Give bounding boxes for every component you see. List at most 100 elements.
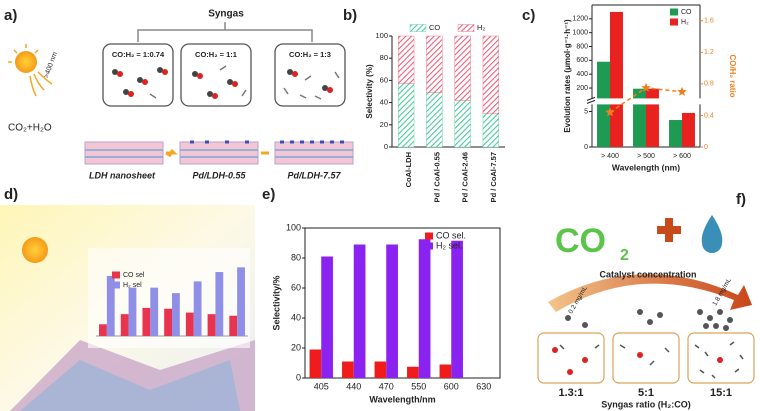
bar-segment	[426, 35, 443, 93]
y-tick-label: 40	[291, 312, 301, 322]
bar	[353, 244, 366, 378]
y-tick-label: 800	[576, 43, 588, 50]
panel-label: e)	[262, 186, 275, 203]
y-tick-label: 80	[291, 252, 301, 262]
bar	[215, 272, 224, 336]
bar	[185, 312, 194, 336]
bar-segment	[398, 35, 415, 84]
bar	[374, 361, 387, 378]
bar	[610, 11, 623, 147]
x-tick-label: 440	[346, 381, 361, 391]
y-tick-label: 80	[380, 53, 388, 62]
bar-segment	[398, 83, 415, 148]
material: LDH nanosheet	[89, 170, 156, 180]
y-tick-label: 20	[380, 120, 388, 129]
y-tick-label: 20	[291, 342, 301, 352]
bar	[418, 239, 431, 378]
bar-segment	[482, 35, 499, 114]
bar	[321, 256, 333, 378]
bar	[646, 88, 659, 147]
product-ratio: 15:1	[710, 387, 732, 399]
co2-sub: 2	[620, 247, 629, 264]
y-tick-label: 5	[584, 108, 588, 115]
sun	[15, 51, 37, 73]
catalyst-surface	[20, 360, 240, 411]
arrow-label: Catalyst concentration	[599, 269, 696, 279]
legend-label: H₂ sel.	[436, 240, 463, 250]
panel-label: f)	[736, 191, 746, 208]
x-axis-label: Wavelength (nm)	[612, 162, 680, 172]
bar	[193, 281, 202, 336]
y2-tick-label: 0.8	[704, 81, 714, 88]
material: Pd/LDH-0.55	[192, 170, 246, 180]
plus	[657, 218, 681, 242]
sun-rays	[8, 44, 53, 97]
product-ratio: 1.3:1	[558, 387, 583, 399]
x-tick-label: 600	[444, 381, 459, 391]
ratio-marker	[677, 86, 687, 96]
ratio-marker	[641, 82, 651, 92]
legend-swatch	[425, 232, 433, 240]
x-tick-label: CoAl-LDH	[404, 152, 413, 187]
y-tick-label: 60	[380, 75, 388, 84]
y-axis-label: Selectivity/%	[271, 275, 281, 330]
bar	[633, 88, 646, 147]
bar	[150, 287, 159, 336]
bar	[172, 293, 180, 336]
y-tick-label: 400	[576, 71, 588, 78]
bar	[342, 361, 354, 378]
bar	[229, 315, 238, 336]
f-xlabel: Syngas ratio (H₂:CO)	[601, 399, 691, 409]
y2-tick-label: 0	[704, 144, 708, 151]
legend-label: CO sel.	[436, 230, 466, 240]
ratio-marker	[605, 107, 615, 117]
legend-label: H₂	[477, 23, 485, 32]
bar-segment	[482, 113, 499, 148]
bracket	[137, 22, 313, 42]
legend-swatch	[670, 18, 678, 26]
legend-swatch	[112, 281, 120, 289]
bar	[207, 314, 216, 336]
material: Pd/LDH-7.57	[287, 170, 341, 180]
x-tick-label: Pd / CoAl-7.57	[489, 152, 498, 202]
co2-text: CO	[555, 222, 606, 260]
y-tick-label: 40	[380, 98, 388, 107]
bar	[142, 307, 151, 336]
co-molecules	[552, 347, 723, 375]
plot-frame	[304, 227, 501, 379]
water-drop	[701, 215, 723, 253]
arrow	[548, 274, 752, 312]
y-tick-label: 0	[296, 372, 301, 382]
y-tick-label: 0	[584, 144, 588, 151]
y-tick-label: 1000	[572, 30, 588, 37]
particles	[565, 309, 733, 331]
legend-label: CO	[681, 9, 692, 16]
panel-label: c)	[522, 7, 535, 24]
y2-tick-label: 1.2	[704, 49, 714, 56]
syngas-header: Syngas	[208, 9, 244, 20]
bar-segment	[426, 92, 443, 148]
y-axis-label: Evolution rates (μmol·g⁻¹·h⁻¹)	[563, 19, 572, 133]
y-tick-label: 100	[286, 222, 301, 232]
y-tick-label: 200	[576, 85, 588, 92]
ratio: CO:H₂ = 1:3	[289, 50, 331, 59]
bar	[439, 364, 452, 378]
axis-break	[588, 98, 704, 105]
x-tick-label: 405	[314, 381, 329, 391]
bar-segment	[454, 35, 471, 101]
ldh-slabs	[84, 140, 354, 165]
bar	[407, 366, 419, 378]
molecules	[112, 65, 340, 100]
x-tick-label: Pd / CoAl-0.55	[432, 152, 441, 202]
panel-label: b)	[343, 7, 357, 24]
bar	[451, 240, 463, 378]
panel-f: CO 2 Catalyst concentration 0.2 mg/mL 1.…	[537, 215, 755, 409]
x-tick-label: 630	[476, 381, 491, 391]
bar	[237, 267, 245, 336]
bar	[309, 349, 322, 378]
legend-swatch	[457, 24, 475, 32]
bar	[682, 112, 695, 147]
legend-label: H₂	[681, 19, 689, 26]
y-tick-label: 100	[375, 31, 388, 40]
